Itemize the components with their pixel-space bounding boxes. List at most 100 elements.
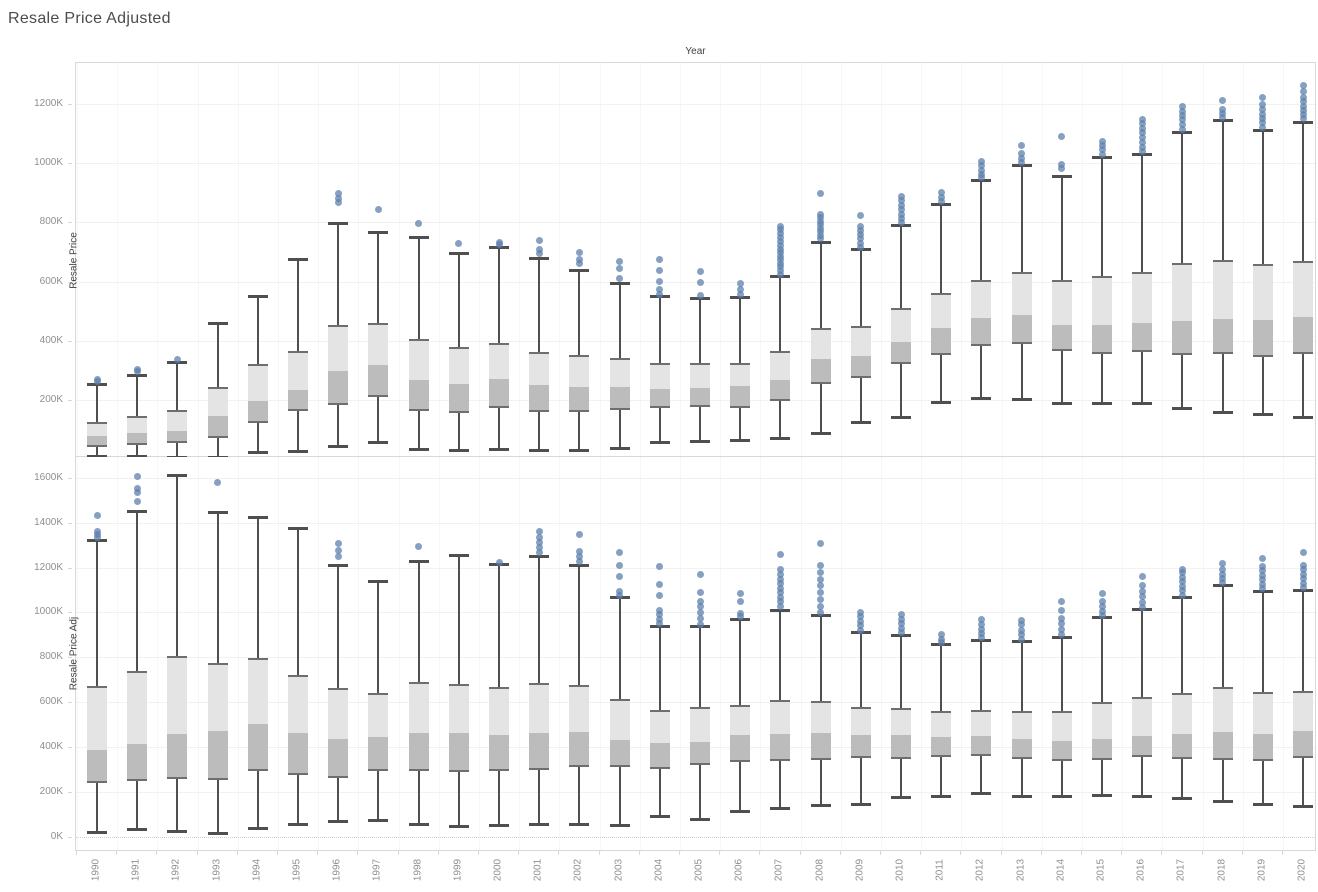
outlier-dot[interactable] xyxy=(696,588,704,596)
whisker-cap-bottom[interactable] xyxy=(489,448,509,452)
box-lower-quartile[interactable] xyxy=(1212,319,1233,355)
outlier-dot[interactable] xyxy=(1259,106,1267,114)
outlier-dot[interactable] xyxy=(857,622,865,630)
whisker-cap-bottom[interactable] xyxy=(1293,805,1313,809)
lower-whisker[interactable] xyxy=(1181,758,1184,799)
box-upper-quartile[interactable] xyxy=(1293,691,1313,732)
upper-whisker[interactable] xyxy=(377,580,380,693)
outlier-dot[interactable] xyxy=(897,202,905,210)
whisker-cap-bottom[interactable] xyxy=(931,401,952,405)
outlier-dot[interactable] xyxy=(656,562,664,570)
outlier-dot[interactable] xyxy=(415,542,423,550)
lower-whisker[interactable] xyxy=(779,401,782,438)
outlier-dot[interactable] xyxy=(897,611,905,619)
outlier-dot[interactable] xyxy=(1138,581,1146,589)
outlier-dot[interactable] xyxy=(696,614,704,622)
whisker-cap-top[interactable] xyxy=(288,526,308,530)
upper-whisker[interactable] xyxy=(779,609,782,700)
outlier-dot[interactable] xyxy=(1138,598,1146,606)
whisker-cap-top[interactable] xyxy=(368,231,389,235)
box-upper-quartile[interactable] xyxy=(690,362,710,389)
lower-whisker[interactable] xyxy=(96,783,98,832)
outlier-dot[interactable] xyxy=(656,606,664,614)
outlier-dot[interactable] xyxy=(817,609,825,617)
whisker-cap-top[interactable] xyxy=(207,511,228,515)
outlier-dot[interactable] xyxy=(1098,138,1106,146)
box-upper-quartile[interactable] xyxy=(649,709,670,744)
outlier-dot[interactable] xyxy=(817,224,825,232)
outlier-dot[interactable] xyxy=(817,189,825,197)
box-upper-quartile[interactable] xyxy=(368,692,389,738)
lower-whisker[interactable] xyxy=(940,354,943,403)
outlier-dot[interactable] xyxy=(1018,154,1026,162)
outlier-dot[interactable] xyxy=(535,548,543,556)
outlier-dot[interactable] xyxy=(1219,106,1227,114)
box-upper-quartile[interactable] xyxy=(1252,692,1273,735)
whisker-cap-top[interactable] xyxy=(1051,174,1072,178)
outlier-dot[interactable] xyxy=(1098,603,1106,611)
whisker-cap-bottom[interactable] xyxy=(931,795,952,799)
lower-whisker[interactable] xyxy=(819,759,822,806)
lower-whisker[interactable] xyxy=(337,778,340,822)
outlier-dot[interactable] xyxy=(857,617,865,625)
box-upper-quartile[interactable] xyxy=(127,416,148,434)
outlier-dot[interactable] xyxy=(817,231,825,239)
box-lower-quartile[interactable] xyxy=(288,389,308,411)
lower-whisker[interactable] xyxy=(377,396,380,442)
whisker-cap-top[interactable] xyxy=(207,321,228,325)
whisker-cap-bottom[interactable] xyxy=(1212,410,1233,414)
outlier-dot[interactable] xyxy=(1138,115,1146,123)
box-upper-quartile[interactable] xyxy=(850,707,871,736)
outlier-dot[interactable] xyxy=(1219,114,1227,122)
upper-whisker[interactable] xyxy=(297,259,299,351)
outlier-dot[interactable] xyxy=(656,286,664,294)
box-upper-quartile[interactable] xyxy=(1293,260,1313,318)
outlier-dot[interactable] xyxy=(897,192,905,200)
box-upper-quartile[interactable] xyxy=(127,671,148,744)
box-upper-quartile[interactable] xyxy=(971,279,992,318)
lower-whisker[interactable] xyxy=(618,767,621,825)
lower-whisker[interactable] xyxy=(1060,760,1063,796)
outlier-dot[interactable] xyxy=(696,292,704,300)
whisker-cap-top[interactable] xyxy=(529,257,550,261)
outlier-dot[interactable] xyxy=(817,228,825,236)
lower-whisker[interactable] xyxy=(538,769,541,825)
outlier-dot[interactable] xyxy=(776,252,784,260)
outlier-dot[interactable] xyxy=(1058,597,1066,605)
outlier-dot[interactable] xyxy=(1299,561,1307,569)
box-lower-quartile[interactable] xyxy=(87,436,107,447)
box-lower-quartile[interactable] xyxy=(649,743,670,769)
outlier-dot[interactable] xyxy=(897,210,905,218)
upper-whisker[interactable] xyxy=(658,625,661,710)
box-lower-quartile[interactable] xyxy=(1172,734,1193,759)
box-lower-quartile[interactable] xyxy=(971,317,992,346)
outlier-dot[interactable] xyxy=(535,544,543,552)
box-lower-quartile[interactable] xyxy=(167,734,188,779)
lower-whisker[interactable] xyxy=(1141,351,1144,404)
box-lower-quartile[interactable] xyxy=(1011,314,1032,345)
box-upper-quartile[interactable] xyxy=(1092,702,1112,739)
outlier-dot[interactable] xyxy=(1098,146,1106,154)
outlier-dot[interactable] xyxy=(776,234,784,242)
box-upper-quartile[interactable] xyxy=(931,293,952,329)
box-lower-quartile[interactable] xyxy=(1132,322,1153,352)
upper-whisker[interactable] xyxy=(658,296,661,363)
box-lower-quartile[interactable] xyxy=(569,732,590,768)
upper-whisker[interactable] xyxy=(1221,584,1224,687)
whisker-cap-bottom[interactable] xyxy=(971,791,992,795)
whisker-cap-bottom[interactable] xyxy=(730,810,751,814)
whisker-cap-bottom[interactable] xyxy=(810,431,831,435)
box-lower-quartile[interactable] xyxy=(609,386,630,411)
upper-whisker[interactable] xyxy=(618,597,621,699)
outlier-dot[interactable] xyxy=(334,194,342,202)
box-upper-quartile[interactable] xyxy=(489,343,509,379)
upper-whisker[interactable] xyxy=(980,639,983,710)
outlier-dot[interactable] xyxy=(1018,626,1026,634)
outlier-dot[interactable] xyxy=(1138,572,1146,580)
outlier-dot[interactable] xyxy=(776,580,784,588)
upper-whisker[interactable] xyxy=(1060,175,1063,280)
outlier-dot[interactable] xyxy=(93,376,101,384)
outlier-dot[interactable] xyxy=(1299,98,1307,106)
lower-whisker[interactable] xyxy=(337,404,340,446)
box-upper-quartile[interactable] xyxy=(1051,710,1072,742)
